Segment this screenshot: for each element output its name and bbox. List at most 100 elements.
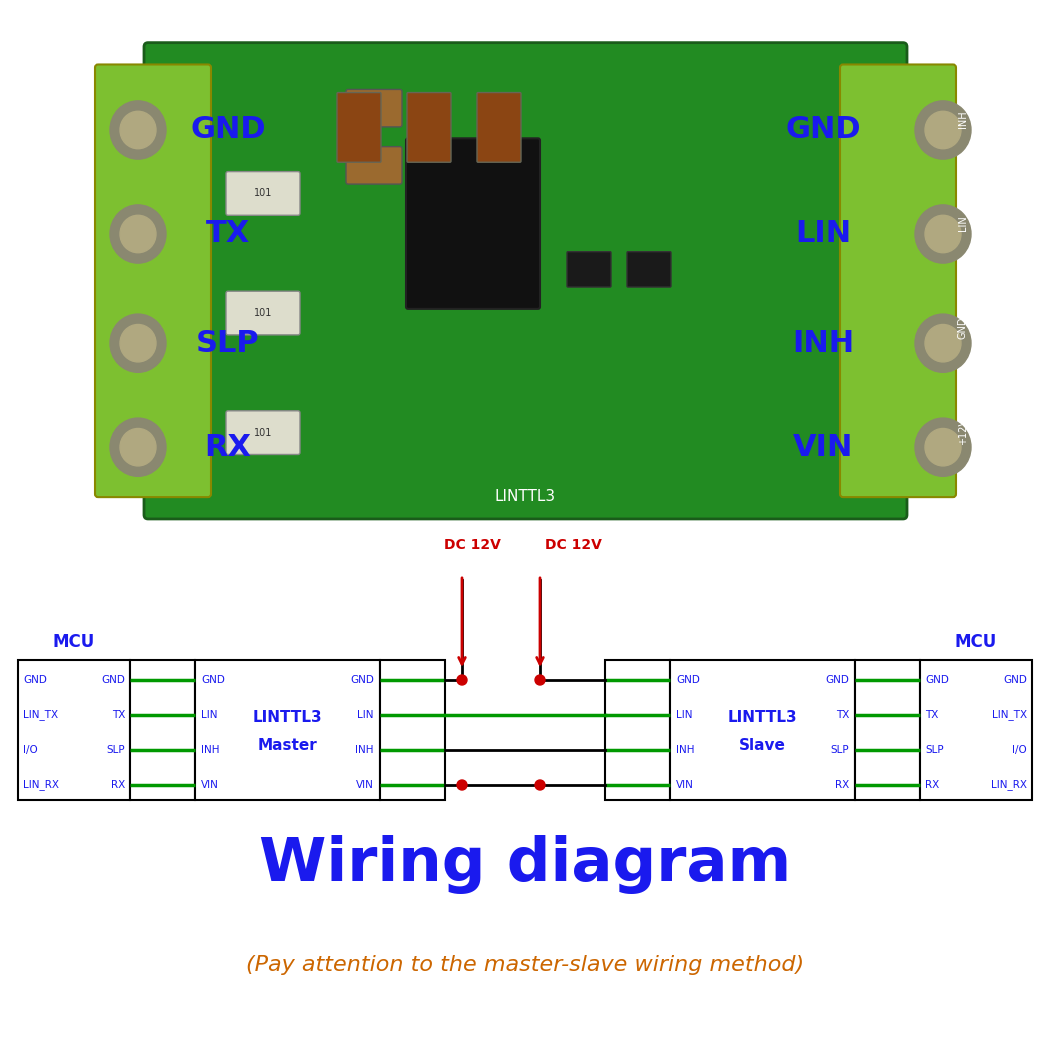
Text: GND: GND bbox=[101, 675, 125, 685]
Bar bbox=[18, 660, 130, 800]
Text: GND: GND bbox=[676, 675, 700, 685]
Text: LINTTL3: LINTTL3 bbox=[495, 488, 555, 504]
Bar bbox=[130, 660, 195, 800]
Text: SLP: SLP bbox=[925, 746, 944, 755]
Circle shape bbox=[120, 428, 156, 466]
Text: LIN: LIN bbox=[795, 219, 852, 249]
Circle shape bbox=[915, 101, 971, 160]
Text: I/O: I/O bbox=[1012, 746, 1027, 755]
Text: Wiring diagram: Wiring diagram bbox=[259, 836, 791, 895]
Text: TX: TX bbox=[836, 710, 849, 720]
Text: I/O: I/O bbox=[23, 746, 38, 755]
FancyBboxPatch shape bbox=[406, 139, 540, 309]
Circle shape bbox=[915, 314, 971, 373]
Text: +12V: +12V bbox=[958, 418, 968, 445]
Text: VIN: VIN bbox=[201, 780, 218, 790]
Text: X1: X1 bbox=[85, 425, 94, 438]
FancyBboxPatch shape bbox=[94, 64, 211, 497]
Text: INH: INH bbox=[676, 746, 694, 755]
Text: GND: GND bbox=[201, 675, 225, 685]
Text: Master: Master bbox=[257, 737, 317, 753]
FancyBboxPatch shape bbox=[346, 89, 402, 127]
Bar bbox=[380, 660, 445, 800]
Bar bbox=[670, 660, 855, 800]
Circle shape bbox=[110, 101, 166, 160]
FancyBboxPatch shape bbox=[226, 171, 300, 215]
Text: GND: GND bbox=[925, 675, 949, 685]
Text: RX: RX bbox=[205, 433, 252, 462]
Text: LIN: LIN bbox=[201, 710, 217, 720]
FancyBboxPatch shape bbox=[144, 43, 907, 519]
Text: RX: RX bbox=[835, 780, 849, 790]
Text: RX: RX bbox=[925, 780, 940, 790]
Text: (Pay attention to the master-slave wiring method): (Pay attention to the master-slave wirin… bbox=[246, 956, 804, 975]
Circle shape bbox=[925, 324, 961, 362]
Text: LIN: LIN bbox=[958, 215, 968, 231]
Text: VIN: VIN bbox=[676, 780, 694, 790]
Text: SLP: SLP bbox=[85, 173, 94, 191]
Text: RX: RX bbox=[110, 780, 125, 790]
FancyBboxPatch shape bbox=[226, 291, 300, 335]
Text: Slave: Slave bbox=[739, 737, 786, 753]
Circle shape bbox=[120, 111, 156, 149]
Text: LIN_RX: LIN_RX bbox=[991, 779, 1027, 791]
Circle shape bbox=[120, 324, 156, 362]
Circle shape bbox=[915, 205, 971, 264]
Text: RX: RX bbox=[85, 92, 94, 106]
Text: GND: GND bbox=[785, 116, 861, 145]
Text: INH: INH bbox=[792, 329, 854, 358]
Text: GND: GND bbox=[23, 675, 47, 685]
Text: MCU: MCU bbox=[954, 633, 998, 651]
Text: GND: GND bbox=[958, 316, 968, 339]
FancyBboxPatch shape bbox=[337, 92, 381, 163]
Circle shape bbox=[457, 675, 467, 685]
Circle shape bbox=[925, 111, 961, 149]
Text: 101: 101 bbox=[254, 427, 272, 438]
Bar bbox=[605, 660, 670, 800]
Text: TX: TX bbox=[925, 710, 939, 720]
Text: INH: INH bbox=[201, 746, 219, 755]
Text: LIN: LIN bbox=[676, 710, 693, 720]
Circle shape bbox=[110, 418, 166, 477]
Circle shape bbox=[110, 205, 166, 264]
FancyBboxPatch shape bbox=[567, 252, 611, 287]
Text: SLP: SLP bbox=[106, 746, 125, 755]
Text: GND: GND bbox=[1003, 675, 1027, 685]
Bar bbox=[855, 660, 920, 800]
Text: GND: GND bbox=[350, 675, 374, 685]
Circle shape bbox=[925, 215, 961, 253]
Text: DC 12V: DC 12V bbox=[545, 538, 602, 552]
Text: SLP: SLP bbox=[831, 746, 849, 755]
FancyBboxPatch shape bbox=[346, 147, 402, 184]
Circle shape bbox=[915, 418, 971, 477]
Circle shape bbox=[110, 314, 166, 373]
Text: GND: GND bbox=[85, 337, 94, 360]
FancyBboxPatch shape bbox=[627, 252, 671, 287]
FancyBboxPatch shape bbox=[407, 92, 452, 163]
FancyBboxPatch shape bbox=[840, 64, 956, 497]
Text: TX: TX bbox=[111, 710, 125, 720]
Bar bbox=[195, 660, 380, 800]
FancyBboxPatch shape bbox=[226, 411, 300, 455]
Bar bbox=[920, 660, 1032, 800]
Text: LIN: LIN bbox=[357, 710, 374, 720]
Text: LIN_RX: LIN_RX bbox=[23, 779, 59, 791]
Text: LINTTL3: LINTTL3 bbox=[253, 711, 322, 726]
Text: GND: GND bbox=[190, 116, 266, 145]
Circle shape bbox=[925, 428, 961, 466]
Text: TX: TX bbox=[85, 259, 94, 272]
Circle shape bbox=[457, 780, 467, 790]
Text: DC 12V: DC 12V bbox=[444, 538, 501, 552]
Text: VIN: VIN bbox=[356, 780, 374, 790]
Text: 101: 101 bbox=[254, 308, 272, 318]
Circle shape bbox=[120, 215, 156, 253]
Text: TX: TX bbox=[206, 219, 250, 249]
Text: VIN: VIN bbox=[793, 433, 854, 462]
Text: SLP: SLP bbox=[196, 329, 259, 358]
Text: GND: GND bbox=[825, 675, 849, 685]
Text: INH: INH bbox=[958, 111, 968, 128]
Text: LIN_TX: LIN_TX bbox=[23, 710, 58, 720]
Circle shape bbox=[536, 675, 545, 685]
Text: 101: 101 bbox=[254, 188, 272, 198]
Text: MCU: MCU bbox=[52, 633, 96, 651]
